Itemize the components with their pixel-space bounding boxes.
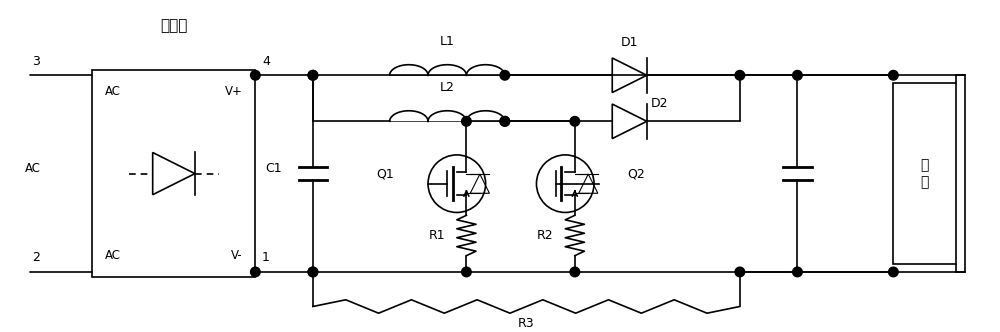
Text: 整流桥: 整流桥 bbox=[160, 18, 187, 33]
Text: V+: V+ bbox=[225, 85, 243, 98]
Circle shape bbox=[793, 267, 802, 277]
Circle shape bbox=[462, 267, 471, 277]
Text: R1: R1 bbox=[429, 229, 445, 242]
Text: D1: D1 bbox=[621, 37, 638, 49]
Bar bbox=[893, 83, 956, 264]
Text: 3: 3 bbox=[32, 54, 40, 68]
Text: R2: R2 bbox=[537, 229, 554, 242]
Text: 1: 1 bbox=[262, 251, 270, 264]
Text: D2: D2 bbox=[651, 97, 668, 110]
Text: 2: 2 bbox=[32, 251, 40, 264]
Circle shape bbox=[735, 70, 745, 80]
Text: 4: 4 bbox=[262, 54, 270, 68]
Circle shape bbox=[889, 70, 898, 80]
Bar bbox=[92, 70, 255, 277]
Text: AC: AC bbox=[105, 85, 121, 98]
Circle shape bbox=[462, 117, 471, 126]
Circle shape bbox=[500, 70, 510, 80]
Text: R3: R3 bbox=[518, 317, 535, 330]
Circle shape bbox=[308, 267, 318, 277]
Circle shape bbox=[308, 70, 318, 80]
Circle shape bbox=[735, 267, 745, 277]
Text: L1: L1 bbox=[440, 36, 455, 48]
Text: Q1: Q1 bbox=[377, 168, 394, 181]
Circle shape bbox=[251, 70, 260, 80]
Text: AC: AC bbox=[25, 162, 41, 175]
Circle shape bbox=[308, 267, 318, 277]
Circle shape bbox=[793, 70, 802, 80]
Circle shape bbox=[500, 117, 510, 126]
Circle shape bbox=[889, 267, 898, 277]
Circle shape bbox=[570, 267, 580, 277]
Text: V-: V- bbox=[231, 249, 243, 262]
Circle shape bbox=[251, 267, 260, 277]
Text: AC: AC bbox=[105, 249, 121, 262]
Text: 负
载: 负 载 bbox=[920, 158, 929, 189]
Text: L2: L2 bbox=[440, 81, 455, 95]
Circle shape bbox=[570, 117, 580, 126]
Text: C1: C1 bbox=[266, 162, 282, 175]
Text: Q2: Q2 bbox=[628, 168, 645, 181]
Circle shape bbox=[500, 117, 510, 126]
Circle shape bbox=[308, 70, 318, 80]
